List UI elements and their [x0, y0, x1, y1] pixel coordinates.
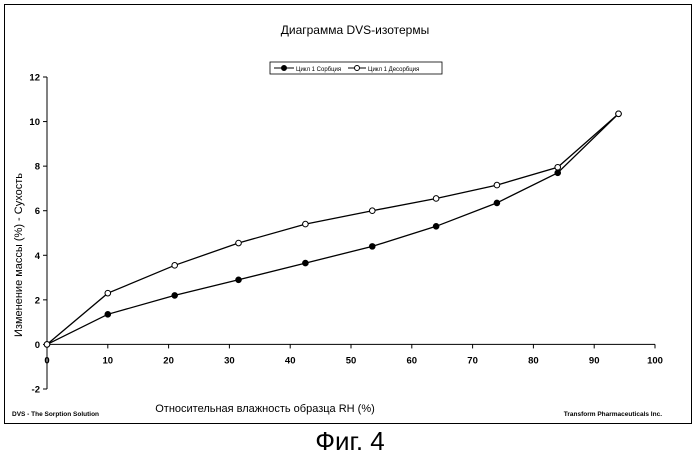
axes — [47, 77, 655, 389]
y-axis-label: Изменение массы (%) - Сухость — [13, 173, 25, 337]
data-point — [369, 244, 375, 250]
y-tick-label: 0 — [35, 340, 40, 351]
x-tick-label: 40 — [285, 355, 296, 366]
y-tick-label: 4 — [35, 251, 41, 262]
data-point — [555, 170, 561, 176]
y-tick-label: 2 — [35, 295, 40, 306]
data-point — [172, 263, 178, 269]
x-tick-label: 50 — [346, 355, 357, 366]
data-point — [494, 182, 500, 188]
x-tick-label: 10 — [103, 355, 114, 366]
x-tick-label: 60 — [407, 355, 418, 366]
data-point — [236, 240, 242, 246]
y-tick-label: 8 — [35, 162, 40, 173]
data-point — [105, 312, 111, 318]
series-layer — [44, 111, 621, 347]
x-tick-label: 100 — [647, 355, 663, 366]
x-axis-label: Относительная влажность образца RH (%) — [155, 403, 375, 415]
y-axis-ticks: -2 0 2 4 6 8 10 12 — [29, 73, 47, 396]
data-point — [44, 342, 50, 348]
y-tick-label: -2 — [32, 385, 40, 396]
data-point — [303, 221, 309, 227]
legend: Цикл 1 Сорбция Цикл 1 Десорбция — [270, 62, 442, 74]
legend-label-desorption: Цикл 1 Десорбция — [368, 67, 419, 73]
data-point — [433, 196, 439, 202]
data-point — [105, 290, 111, 296]
series-sorption — [44, 111, 621, 347]
footer-right-note: Transform Pharmaceuticals Inc. — [564, 411, 662, 418]
data-point — [369, 208, 375, 214]
data-point — [172, 293, 178, 299]
series-desorption — [44, 111, 621, 347]
y-tick-label: 12 — [29, 73, 40, 84]
dvs-isotherm-chart: Диаграмма DVS-изотермы Цикл 1 Сорбция Ци… — [0, 0, 700, 425]
x-tick-label: 80 — [528, 355, 539, 366]
figure-caption: Фиг. 4 — [0, 426, 700, 457]
footer-left-note: DVS - The Sorption Solution — [12, 411, 99, 418]
x-tick-label: 70 — [467, 355, 478, 366]
data-point — [236, 277, 242, 283]
data-point — [616, 111, 622, 117]
legend-marker-sorption — [282, 66, 287, 71]
y-tick-label: 6 — [35, 206, 40, 217]
data-point — [555, 164, 561, 170]
x-axis-ticks: 0 10 20 30 40 50 60 70 80 90 100 — [44, 344, 663, 366]
series-line — [47, 114, 619, 345]
legend-marker-desorption — [355, 66, 360, 71]
x-tick-label: 20 — [163, 355, 174, 366]
legend-label-sorption: Цикл 1 Сорбция — [296, 67, 341, 73]
data-point — [494, 200, 500, 206]
y-tick-label: 10 — [29, 117, 40, 128]
x-tick-label: 30 — [224, 355, 235, 366]
x-tick-label: 90 — [589, 355, 600, 366]
series-line — [47, 114, 619, 345]
chart-title: Диаграмма DVS-изотермы — [281, 23, 429, 37]
data-point — [303, 260, 309, 266]
x-tick-label: 0 — [44, 355, 49, 366]
data-point — [433, 224, 439, 230]
